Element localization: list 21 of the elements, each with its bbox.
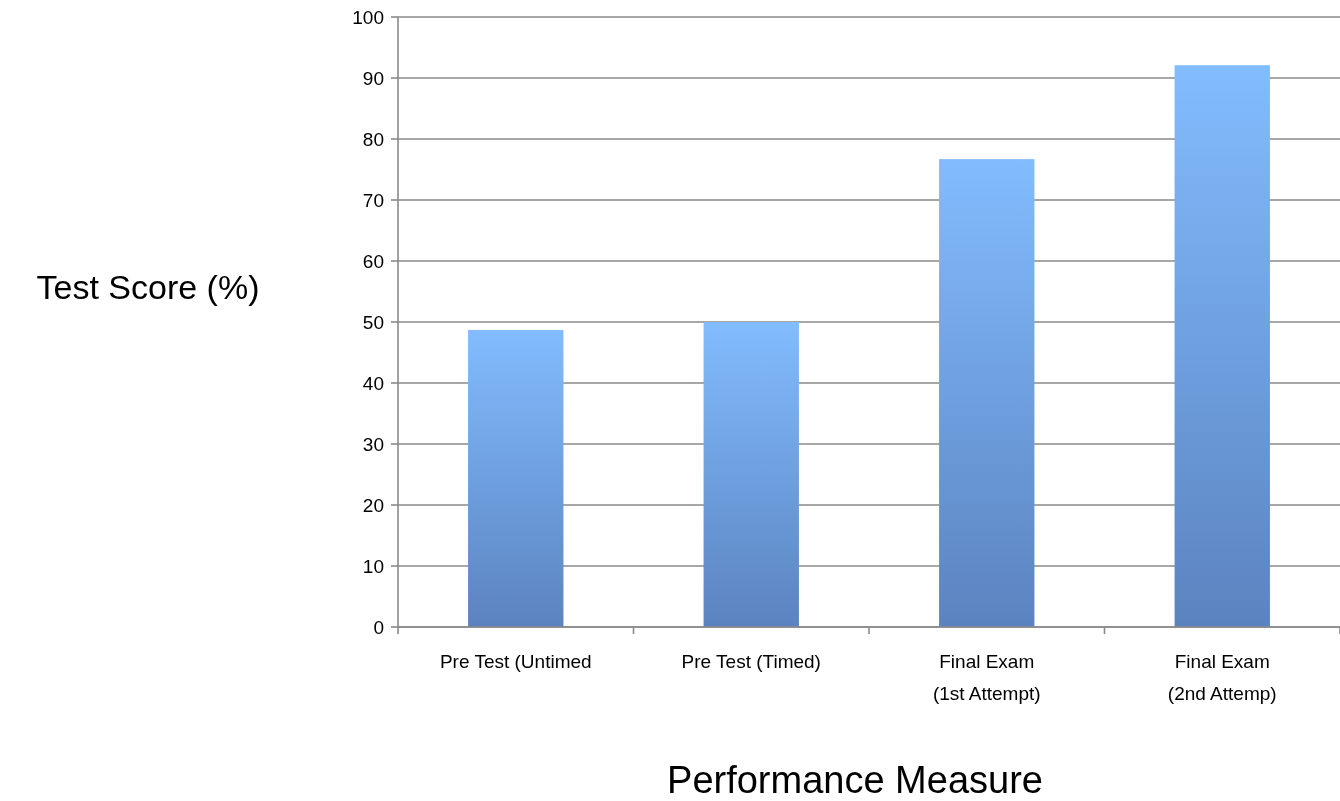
x-tick-label: Final Exam (2nd Attemp): [1167, 651, 1277, 704]
y-axis-title: Test Score (%): [36, 267, 260, 306]
y-tick-label: 50: [362, 311, 384, 333]
x-tick-label: Pre Test (Timed): [681, 651, 821, 672]
x-tick-label: Final Exam (1st Attempt): [932, 651, 1041, 704]
bar: [1174, 65, 1270, 627]
y-tick-label: 100: [352, 6, 384, 28]
bar: [703, 322, 799, 627]
y-tick-label: 80: [362, 128, 384, 150]
x-axis-title: Performance Measure: [667, 759, 1043, 801]
y-tick-label: 90: [362, 67, 384, 89]
y-tick-label: 20: [362, 494, 384, 516]
y-tick-label: 0: [373, 616, 384, 638]
y-tick-label: 30: [362, 433, 384, 455]
bar: [939, 159, 1035, 627]
x-tick-label: Pre Test (Untimed: [439, 651, 592, 672]
y-tick-label: 70: [362, 189, 384, 211]
y-tick-label: 60: [362, 250, 384, 272]
y-tick-label: 10: [362, 555, 384, 577]
y-tick-label: 40: [362, 372, 384, 394]
bar: [468, 329, 564, 627]
